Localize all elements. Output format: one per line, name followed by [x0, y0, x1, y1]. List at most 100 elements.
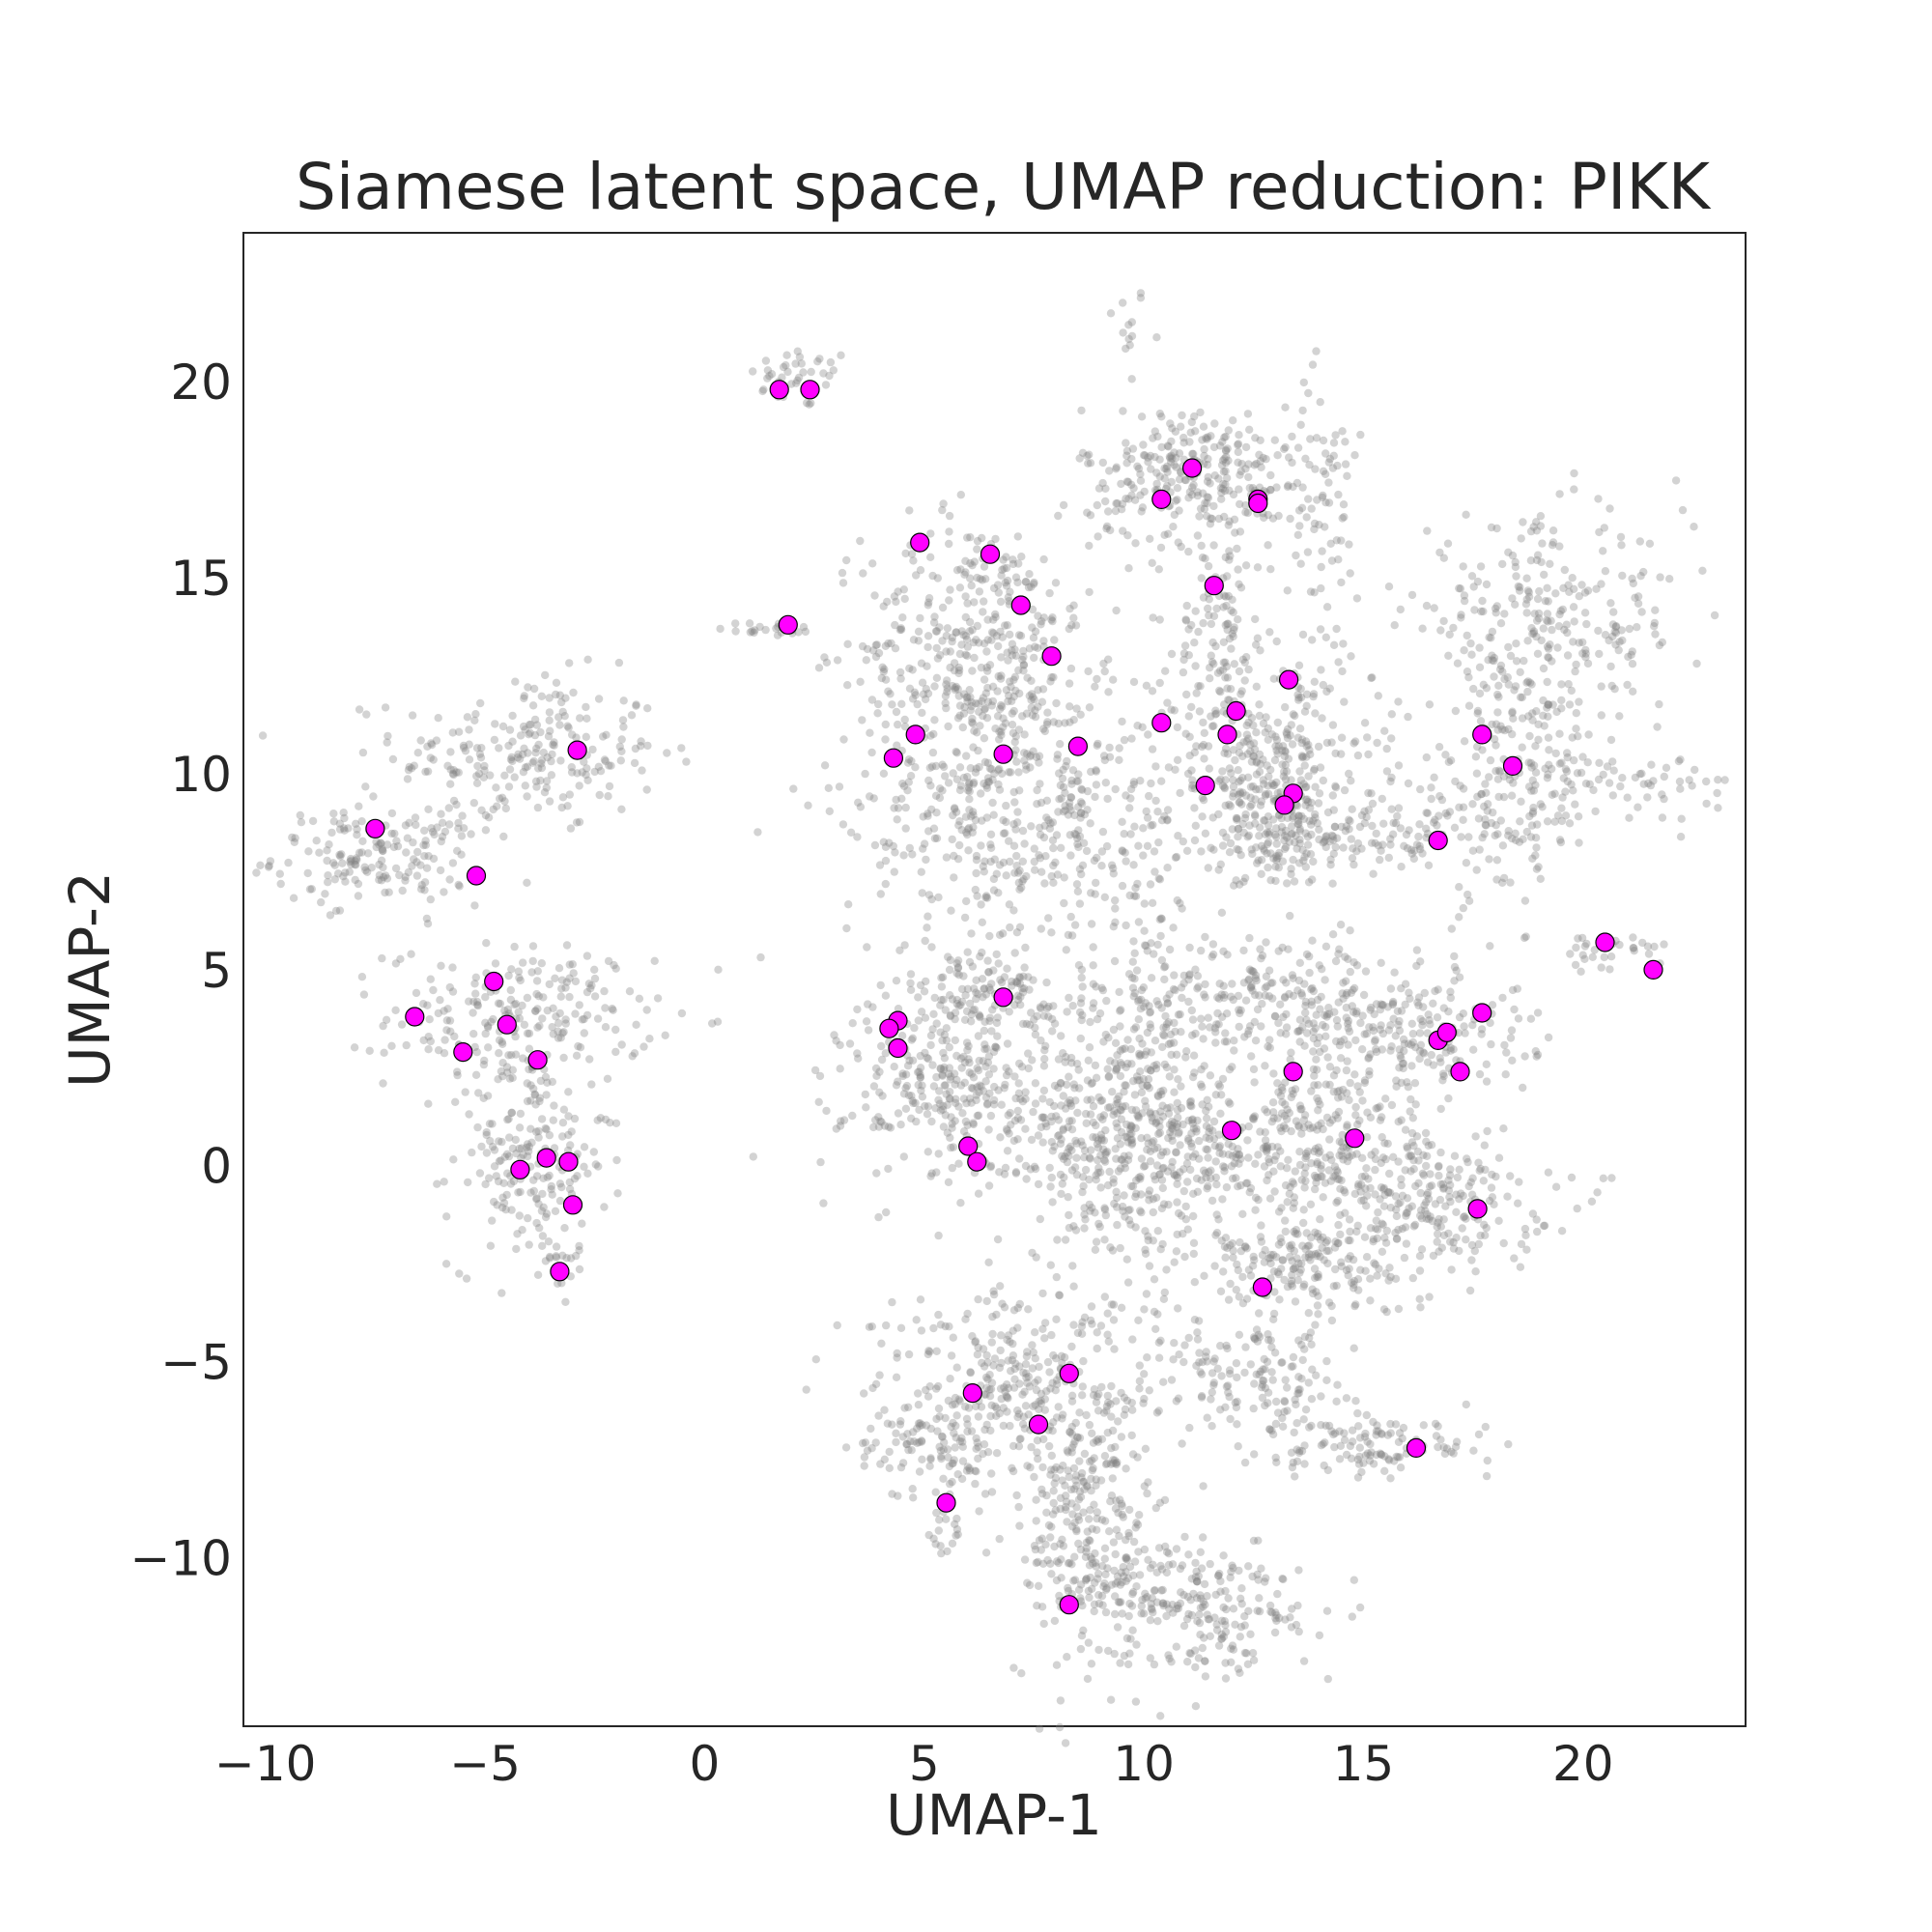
background-point [1327, 556, 1337, 565]
background-point [1069, 613, 1078, 622]
background-point [1204, 1013, 1213, 1022]
background-point [423, 767, 433, 776]
background-point [304, 847, 313, 856]
background-point [1301, 829, 1310, 838]
background-point [1412, 946, 1422, 954]
background-point [575, 1241, 583, 1251]
background-point [1151, 762, 1160, 771]
background-point [1199, 1035, 1208, 1043]
background-point [429, 755, 438, 764]
background-point [1662, 763, 1671, 772]
background-point [907, 756, 916, 766]
background-point [1302, 690, 1312, 698]
background-point [942, 853, 952, 862]
background-point [1127, 1060, 1136, 1068]
background-point [530, 1090, 539, 1099]
background-point [1125, 1130, 1134, 1139]
background-point [1245, 965, 1255, 974]
background-point [1197, 1014, 1206, 1023]
background-point [514, 1188, 523, 1197]
background-point [748, 627, 756, 636]
background-point [922, 855, 930, 865]
background-point [1105, 743, 1114, 753]
background-point [952, 682, 960, 692]
background-point [930, 682, 939, 691]
background-point [552, 1242, 561, 1251]
background-point [379, 1021, 387, 1031]
background-point [1591, 807, 1600, 816]
background-point [1233, 815, 1241, 824]
background-point [335, 825, 345, 834]
background-point [955, 711, 964, 720]
background-point [515, 1014, 525, 1023]
background-point [1066, 912, 1075, 922]
background-point [379, 863, 387, 872]
background-point [451, 1097, 460, 1107]
background-point [1010, 645, 1019, 654]
background-point [966, 764, 975, 773]
background-point [1198, 742, 1207, 752]
background-point [1572, 724, 1580, 733]
background-point [1127, 480, 1136, 489]
background-point [1233, 544, 1241, 554]
background-point [1660, 772, 1669, 781]
background-point [1450, 952, 1459, 961]
background-point [1191, 607, 1200, 615]
background-point [1190, 412, 1199, 421]
background-point [1106, 309, 1116, 318]
background-point [1265, 486, 1275, 495]
background-point [921, 1101, 929, 1111]
background-point [543, 1173, 552, 1181]
background-point [1217, 990, 1226, 999]
background-point [532, 977, 542, 985]
background-point [863, 644, 872, 654]
background-point [419, 1000, 428, 1009]
background-point [433, 823, 441, 832]
background-point [952, 999, 961, 1009]
background-point [1009, 555, 1017, 564]
background-point [1308, 875, 1317, 884]
background-point [1258, 999, 1266, 1009]
background-point [1156, 914, 1166, 923]
background-point [449, 1155, 458, 1164]
background-point [1172, 1148, 1180, 1156]
background-point [465, 740, 473, 749]
background-point [567, 763, 576, 772]
background-point [1046, 677, 1055, 686]
background-point [363, 849, 373, 858]
background-point [980, 562, 989, 571]
background-point [449, 766, 458, 775]
background-point [1378, 794, 1387, 804]
background-point [337, 850, 346, 859]
background-point [951, 805, 959, 813]
background-point [558, 1132, 567, 1141]
background-point [1605, 504, 1614, 513]
background-point [1430, 604, 1438, 612]
background-point [534, 1126, 543, 1136]
background-point [961, 632, 970, 640]
background-point [973, 536, 982, 546]
background-point [942, 680, 951, 689]
background-point [1148, 898, 1157, 907]
background-point [1153, 940, 1162, 950]
background-point [437, 961, 445, 970]
background-point [842, 555, 851, 565]
background-point [486, 1241, 496, 1250]
background-point [862, 1103, 870, 1112]
background-point [341, 868, 350, 877]
background-point [989, 629, 998, 638]
background-point [534, 992, 543, 1001]
background-point [611, 964, 620, 973]
background-points [252, 289, 1729, 1747]
background-point [340, 826, 349, 835]
background-point [412, 871, 422, 880]
background-point [1123, 1278, 1133, 1287]
background-point [1004, 656, 1012, 665]
background-point [1220, 1037, 1230, 1046]
background-point [465, 725, 473, 734]
background-point [390, 829, 399, 838]
background-point [445, 1016, 455, 1025]
background-point [1450, 977, 1459, 985]
background-point [1351, 1102, 1360, 1112]
background-point [330, 875, 339, 884]
